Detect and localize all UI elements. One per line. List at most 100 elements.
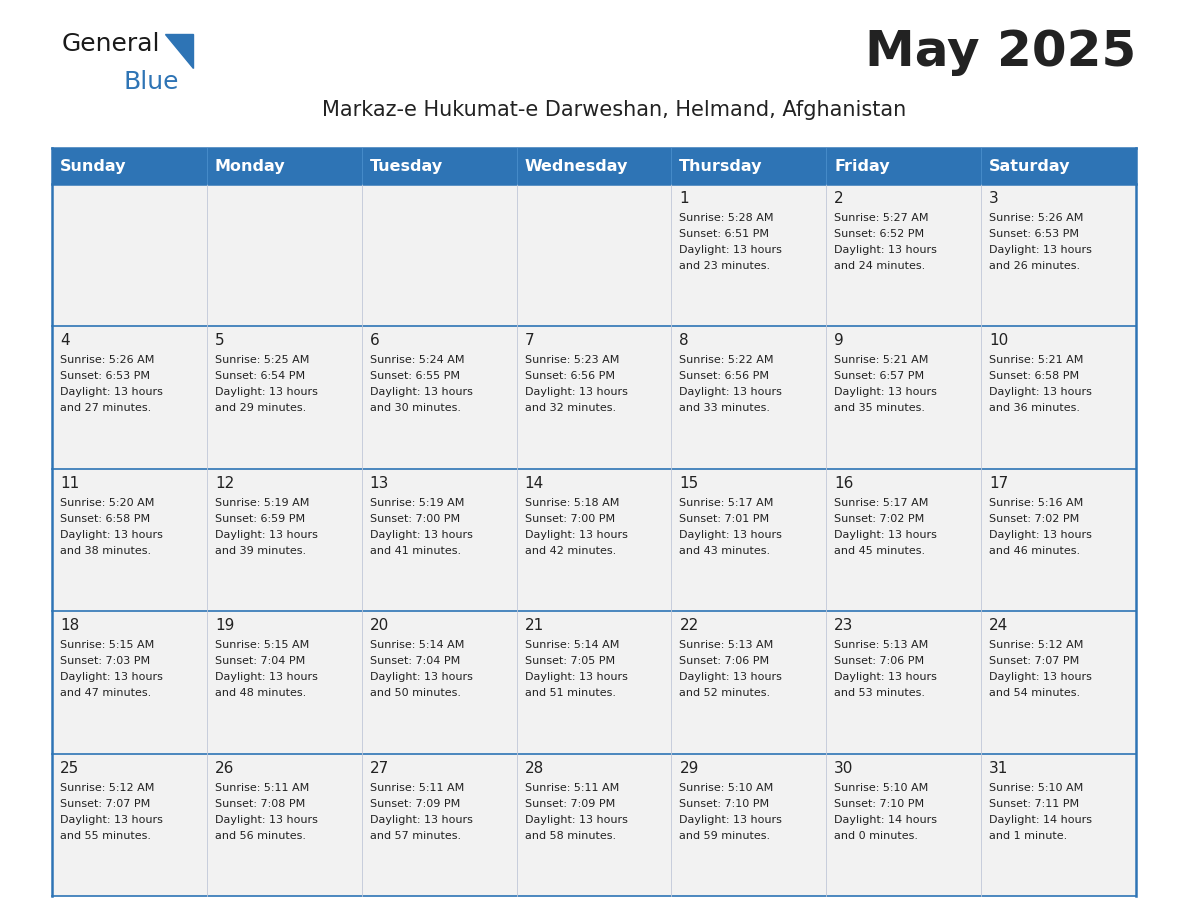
Text: Sunrise: 5:10 AM: Sunrise: 5:10 AM — [680, 783, 773, 792]
Text: 26: 26 — [215, 761, 234, 776]
Text: Sunset: 6:53 PM: Sunset: 6:53 PM — [990, 229, 1079, 239]
Text: 30: 30 — [834, 761, 854, 776]
Text: Daylight: 13 hours: Daylight: 13 hours — [61, 387, 163, 397]
Text: and 35 minutes.: and 35 minutes. — [834, 403, 925, 413]
Text: and 46 minutes.: and 46 minutes. — [990, 546, 1080, 555]
Text: Sunrise: 5:28 AM: Sunrise: 5:28 AM — [680, 213, 773, 223]
Text: and 29 minutes.: and 29 minutes. — [215, 403, 307, 413]
Text: Daylight: 13 hours: Daylight: 13 hours — [525, 672, 627, 682]
Text: Sunrise: 5:19 AM: Sunrise: 5:19 AM — [215, 498, 309, 508]
Text: Wednesday: Wednesday — [524, 159, 627, 174]
Text: 5: 5 — [215, 333, 225, 349]
Text: and 53 minutes.: and 53 minutes. — [834, 688, 925, 699]
Text: Thursday: Thursday — [680, 159, 763, 174]
Text: Daylight: 13 hours: Daylight: 13 hours — [369, 814, 473, 824]
Text: 20: 20 — [369, 618, 388, 633]
Text: Sunrise: 5:13 AM: Sunrise: 5:13 AM — [680, 640, 773, 650]
Text: Sunset: 6:56 PM: Sunset: 6:56 PM — [525, 372, 614, 381]
Text: Daylight: 13 hours: Daylight: 13 hours — [680, 387, 783, 397]
Text: Daylight: 13 hours: Daylight: 13 hours — [525, 530, 627, 540]
Text: Sunset: 7:06 PM: Sunset: 7:06 PM — [680, 656, 770, 666]
Text: Daylight: 13 hours: Daylight: 13 hours — [680, 672, 783, 682]
Text: Daylight: 14 hours: Daylight: 14 hours — [834, 814, 937, 824]
Text: Sunrise: 5:12 AM: Sunrise: 5:12 AM — [990, 640, 1083, 650]
Text: Daylight: 13 hours: Daylight: 13 hours — [369, 530, 473, 540]
Text: and 59 minutes.: and 59 minutes. — [680, 831, 771, 841]
Text: 9: 9 — [834, 333, 843, 349]
Text: 12: 12 — [215, 476, 234, 491]
Text: Sunset: 7:08 PM: Sunset: 7:08 PM — [215, 799, 305, 809]
Text: Daylight: 13 hours: Daylight: 13 hours — [834, 245, 937, 255]
Text: Daylight: 13 hours: Daylight: 13 hours — [990, 672, 1092, 682]
Text: Daylight: 13 hours: Daylight: 13 hours — [680, 245, 783, 255]
Text: 13: 13 — [369, 476, 390, 491]
Text: Sunrise: 5:15 AM: Sunrise: 5:15 AM — [215, 640, 309, 650]
Text: and 39 minutes.: and 39 minutes. — [215, 546, 307, 555]
Text: Saturday: Saturday — [988, 159, 1070, 174]
Text: Sunset: 6:51 PM: Sunset: 6:51 PM — [680, 229, 770, 239]
Text: Daylight: 14 hours: Daylight: 14 hours — [990, 814, 1092, 824]
Text: Sunrise: 5:26 AM: Sunrise: 5:26 AM — [61, 355, 154, 365]
Text: Daylight: 13 hours: Daylight: 13 hours — [990, 387, 1092, 397]
Text: Sunrise: 5:14 AM: Sunrise: 5:14 AM — [525, 640, 619, 650]
Text: Sunrise: 5:12 AM: Sunrise: 5:12 AM — [61, 783, 154, 792]
Text: Daylight: 13 hours: Daylight: 13 hours — [680, 530, 783, 540]
Text: 3: 3 — [990, 191, 999, 206]
Text: Sunset: 6:59 PM: Sunset: 6:59 PM — [215, 514, 305, 524]
Text: Sunrise: 5:23 AM: Sunrise: 5:23 AM — [525, 355, 619, 365]
Text: Sunrise: 5:18 AM: Sunrise: 5:18 AM — [525, 498, 619, 508]
Text: 18: 18 — [61, 618, 80, 633]
Text: and 45 minutes.: and 45 minutes. — [834, 546, 925, 555]
Text: Daylight: 13 hours: Daylight: 13 hours — [990, 245, 1092, 255]
Text: 25: 25 — [61, 761, 80, 776]
Text: and 54 minutes.: and 54 minutes. — [990, 688, 1080, 699]
Bar — [52, 184, 1136, 896]
Text: Sunset: 7:10 PM: Sunset: 7:10 PM — [834, 799, 924, 809]
Text: Sunset: 6:56 PM: Sunset: 6:56 PM — [680, 372, 770, 381]
Text: Sunset: 7:04 PM: Sunset: 7:04 PM — [215, 656, 305, 666]
Text: Daylight: 13 hours: Daylight: 13 hours — [369, 387, 473, 397]
Text: Monday: Monday — [215, 159, 285, 174]
Text: Sunrise: 5:11 AM: Sunrise: 5:11 AM — [369, 783, 465, 792]
Text: and 36 minutes.: and 36 minutes. — [990, 403, 1080, 413]
Text: and 38 minutes.: and 38 minutes. — [61, 546, 151, 555]
Text: and 1 minute.: and 1 minute. — [990, 831, 1067, 841]
Text: Sunset: 7:04 PM: Sunset: 7:04 PM — [369, 656, 460, 666]
Text: and 58 minutes.: and 58 minutes. — [525, 831, 615, 841]
Text: Sunrise: 5:27 AM: Sunrise: 5:27 AM — [834, 213, 929, 223]
Text: 29: 29 — [680, 761, 699, 776]
Text: Sunrise: 5:10 AM: Sunrise: 5:10 AM — [990, 783, 1083, 792]
Text: Sunset: 7:00 PM: Sunset: 7:00 PM — [525, 514, 614, 524]
Text: 17: 17 — [990, 476, 1009, 491]
Text: Sunrise: 5:15 AM: Sunrise: 5:15 AM — [61, 640, 154, 650]
Text: and 41 minutes.: and 41 minutes. — [369, 546, 461, 555]
Text: Sunrise: 5:10 AM: Sunrise: 5:10 AM — [834, 783, 929, 792]
Text: Daylight: 13 hours: Daylight: 13 hours — [215, 672, 317, 682]
Text: and 30 minutes.: and 30 minutes. — [369, 403, 461, 413]
Text: and 42 minutes.: and 42 minutes. — [525, 546, 615, 555]
Text: 27: 27 — [369, 761, 388, 776]
Text: Sunrise: 5:24 AM: Sunrise: 5:24 AM — [369, 355, 465, 365]
Text: 6: 6 — [369, 333, 379, 349]
Text: and 56 minutes.: and 56 minutes. — [215, 831, 305, 841]
Text: Sunset: 7:07 PM: Sunset: 7:07 PM — [990, 656, 1080, 666]
Text: Sunset: 6:52 PM: Sunset: 6:52 PM — [834, 229, 924, 239]
Text: Sunset: 6:57 PM: Sunset: 6:57 PM — [834, 372, 924, 381]
Text: 15: 15 — [680, 476, 699, 491]
Text: and 32 minutes.: and 32 minutes. — [525, 403, 615, 413]
Text: and 43 minutes.: and 43 minutes. — [680, 546, 771, 555]
Text: Daylight: 13 hours: Daylight: 13 hours — [834, 672, 937, 682]
Text: Sunset: 7:10 PM: Sunset: 7:10 PM — [680, 799, 770, 809]
Text: Sunset: 6:54 PM: Sunset: 6:54 PM — [215, 372, 305, 381]
Text: and 33 minutes.: and 33 minutes. — [680, 403, 771, 413]
Text: Sunset: 6:58 PM: Sunset: 6:58 PM — [61, 514, 150, 524]
Text: Sunrise: 5:17 AM: Sunrise: 5:17 AM — [834, 498, 929, 508]
Text: Daylight: 13 hours: Daylight: 13 hours — [61, 814, 163, 824]
Text: Sunset: 6:55 PM: Sunset: 6:55 PM — [369, 372, 460, 381]
Text: 10: 10 — [990, 333, 1009, 349]
Text: 16: 16 — [834, 476, 854, 491]
Text: Sunset: 7:02 PM: Sunset: 7:02 PM — [834, 514, 924, 524]
Text: and 48 minutes.: and 48 minutes. — [215, 688, 307, 699]
Text: Daylight: 13 hours: Daylight: 13 hours — [834, 530, 937, 540]
Text: 7: 7 — [525, 333, 535, 349]
